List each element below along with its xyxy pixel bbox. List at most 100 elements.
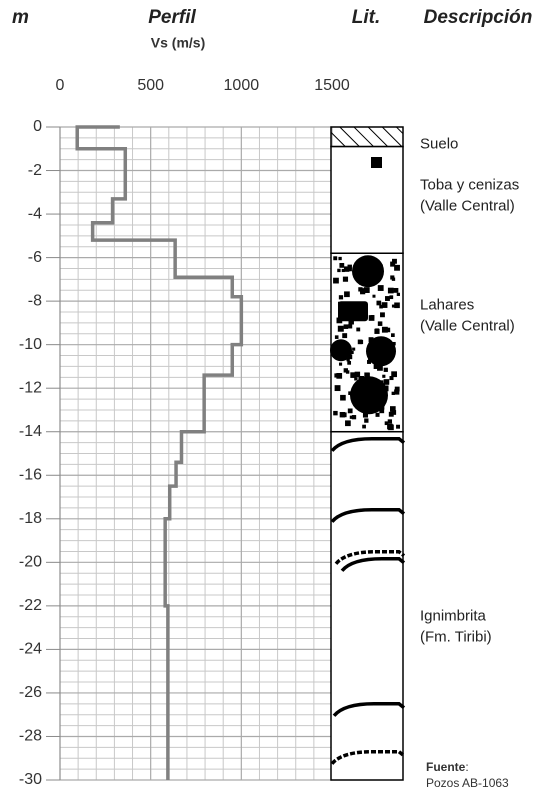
- x-tick-label: 1000: [224, 77, 260, 94]
- y-tick-label: -28: [19, 728, 42, 745]
- grain: [342, 333, 348, 339]
- grain: [396, 424, 401, 429]
- grain: [334, 385, 341, 392]
- grain: [377, 364, 383, 371]
- y-tick-label: -24: [19, 641, 42, 658]
- grain: [389, 295, 394, 300]
- grain: [364, 372, 370, 378]
- layer-box: [330, 126, 404, 148]
- grain: [348, 319, 354, 325]
- description: Suelo: [420, 135, 458, 152]
- grain: [385, 296, 390, 301]
- grain: [391, 277, 396, 281]
- grain: [357, 339, 363, 345]
- grain: [363, 287, 370, 293]
- y-tick-label: -30: [19, 771, 42, 788]
- grain: [360, 289, 366, 295]
- lithology-layer: [330, 430, 406, 781]
- x-tick-label: 500: [137, 77, 164, 94]
- grain: [339, 412, 346, 418]
- x-axis-label: Vs (m/s): [151, 35, 205, 51]
- grain: [342, 276, 349, 282]
- description: Ignimbrita: [420, 608, 487, 625]
- y-tick-label: -2: [28, 162, 42, 179]
- arc: [334, 549, 406, 565]
- grain: [347, 408, 353, 414]
- grain: [379, 304, 383, 309]
- description: Lahares: [420, 296, 474, 313]
- clast: [350, 376, 388, 415]
- grain: [387, 287, 394, 294]
- grain: [339, 262, 345, 268]
- grain: [338, 362, 343, 366]
- grain: [387, 423, 393, 430]
- grain: [381, 326, 388, 333]
- grain: [349, 415, 353, 419]
- lithology-layer: [330, 252, 404, 433]
- description-label: Descripción: [424, 7, 533, 28]
- grain: [372, 294, 376, 298]
- layer-box: [330, 430, 404, 781]
- source-separator: :: [465, 760, 468, 774]
- clast: [330, 339, 352, 362]
- grain: [391, 371, 397, 378]
- grain: [387, 419, 393, 424]
- grain: [388, 411, 394, 417]
- grain: [394, 264, 400, 271]
- grain: [389, 406, 396, 412]
- grain: [368, 337, 374, 343]
- grain: [356, 327, 361, 332]
- grain: [338, 295, 344, 300]
- grain: [384, 379, 390, 384]
- y-tick-label: -22: [19, 597, 42, 614]
- grain: [377, 321, 383, 326]
- description: (Valle Central): [420, 317, 515, 334]
- y-tick-label: -16: [19, 466, 42, 483]
- grain: [347, 360, 352, 365]
- grain: [348, 391, 352, 395]
- y-tick-label: -6: [28, 249, 42, 266]
- grain: [382, 374, 386, 378]
- grain: [396, 292, 400, 296]
- grain: [345, 420, 351, 427]
- grain: [358, 287, 363, 292]
- grain: [343, 324, 349, 329]
- grain: [362, 424, 366, 429]
- y-tick-label: -20: [19, 554, 42, 571]
- grain: [384, 421, 389, 426]
- grain: [338, 256, 342, 261]
- grain: [343, 368, 348, 373]
- grain: [391, 391, 395, 395]
- x-tick-label: 1500: [314, 77, 350, 94]
- grain: [351, 415, 357, 420]
- y-tick-label: -12: [19, 379, 42, 396]
- grain: [391, 304, 395, 308]
- grain: [393, 287, 399, 293]
- grain: [368, 315, 375, 321]
- grain: [333, 277, 339, 284]
- description: (Valle Central): [420, 198, 515, 215]
- arc: [330, 507, 406, 523]
- grain: [385, 327, 391, 333]
- grain: [394, 386, 400, 392]
- grain: [371, 157, 382, 168]
- grain: [337, 325, 344, 332]
- grain: [375, 412, 380, 417]
- grain: [364, 418, 369, 423]
- grain: [340, 394, 346, 401]
- description: (Fm. Tiribi): [420, 629, 492, 646]
- arc: [340, 556, 406, 572]
- grain: [367, 359, 372, 364]
- grain: [348, 324, 353, 329]
- grain: [350, 350, 354, 355]
- grain: [374, 328, 380, 334]
- grain: [336, 372, 343, 379]
- y-tick-label: 0: [33, 118, 42, 135]
- layer-box: [330, 145, 404, 254]
- y-tick-label: -26: [19, 684, 42, 701]
- lithology-label: Lit.: [352, 7, 381, 28]
- grain: [344, 291, 350, 298]
- arc: [332, 701, 406, 717]
- grain: [337, 268, 341, 273]
